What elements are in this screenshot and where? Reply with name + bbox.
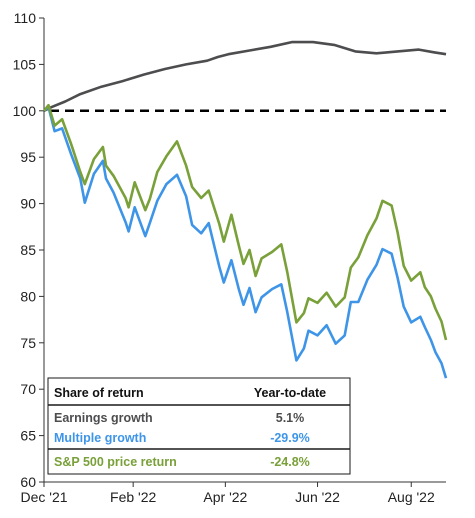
series-line-multiple-growth [43,105,448,379]
legend-row-sp500-label: S&P 500 price return [54,455,177,469]
x-tick-label: Jun '22 [295,489,340,505]
axes: 60 65 70 75 80 85 90 95 100 105 110 Dec '21 Feb '22… [13,10,446,505]
y-axis-ticks: 60 65 70 75 80 85 90 95 100 105 110 [13,10,44,490]
x-tick-label: Aug '22 [388,489,435,505]
y-tick-label: 90 [20,196,36,212]
legend-header-label: Share of return [54,386,144,400]
series-line-earnings-growth [43,40,447,112]
y-tick-label: 75 [20,335,36,351]
series-line-s-p-500-price-return [42,103,448,341]
y-tick-label: 80 [20,288,36,304]
y-tick-label: 110 [14,10,37,26]
legend-table-frame [47,377,351,475]
legend-table: Share of return Year-to-date Earnings gr… [47,377,351,475]
series-lines [42,40,448,379]
x-axis-ticks: Dec '21 Feb '22 Apr '22 Jun '22 Aug '22 [20,482,435,505]
y-tick-label: 65 [20,428,36,444]
legend-row-multiple-label: Multiple growth [54,431,146,445]
x-tick-label: Feb '22 [110,489,156,505]
y-tick-label: 60 [20,474,36,490]
legend-row-earnings-value: 5.1% [276,411,305,425]
y-tick-label: 70 [20,381,36,397]
legend-row-sp500-value: -24.8% [270,455,310,469]
x-tick-label: Dec '21 [20,489,67,505]
legend-row-multiple-value: -29.9% [270,431,310,445]
y-tick-label: 95 [20,149,36,165]
x-tick-label: Apr '22 [203,489,247,505]
y-tick-label: 105 [13,56,37,72]
y-tick-label: 85 [20,242,36,258]
legend-row-earnings-label: Earnings growth [54,411,153,425]
y-tick-label: 100 [13,103,37,119]
legend-header-value: Year-to-date [254,386,326,400]
